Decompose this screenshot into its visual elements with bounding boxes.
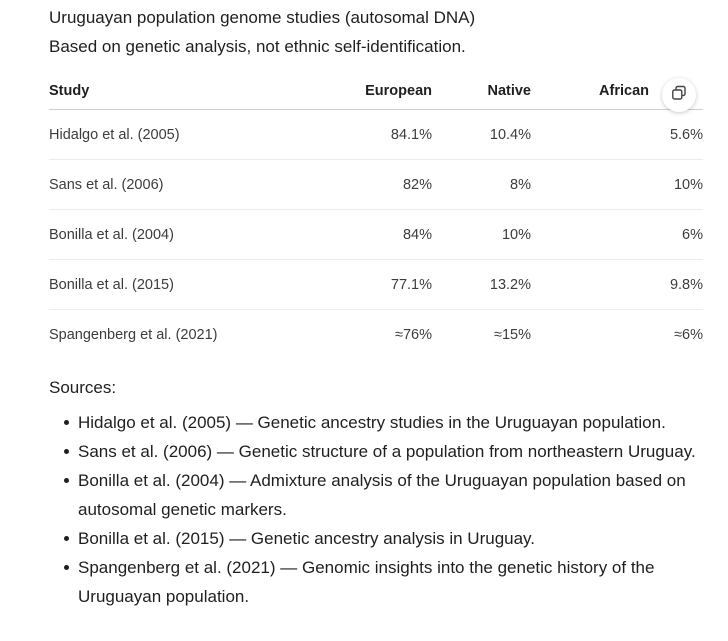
header-study: Study [49,72,304,110]
sources-list: Hidalgo et al. (2005) — Genetic ancestry… [49,408,728,611]
cell-african: 10% [531,159,703,210]
list-item: Bonilla et al. (2004) — Admixture analys… [64,466,728,524]
page-subtitle: Based on genetic analysis, not ethnic se… [49,37,466,56]
cell-native: 10.4% [432,109,531,160]
cell-european: 77.1% [304,259,432,310]
cell-study: Sans et al. (2006) [49,159,304,210]
header-european: European [304,72,432,110]
copy-table-button[interactable] [662,78,696,112]
copy-icon [671,85,687,106]
table-row: Sans et al. (2006) 82% 8% 10% [49,159,703,210]
cell-study: Bonilla et al. (2015) [49,259,304,310]
cell-study: Bonilla et al. (2004) [49,209,304,260]
cell-study: Hidalgo et al. (2005) [49,109,304,160]
cell-native: 13.2% [432,259,531,310]
list-item: Spangenberg et al. (2021) — Genomic insi… [64,553,728,611]
cell-european: ≈76% [395,326,432,343]
table-row: Bonilla et al. (2015) 77.1% 13.2% 9.8% [49,259,703,310]
list-item: Bonilla et al. (2015) — Genetic ancestry… [64,524,728,553]
cell-native: ≈15% [494,326,531,343]
cell-study: Spangenberg et al. (2021) [49,326,218,343]
table-row: Bonilla et al. (2004) 84% 10% 6% [49,209,703,260]
population-table: Study European Native African Hidalgo et… [49,72,703,359]
cell-african: ≈6% [674,326,703,343]
table-row: Hidalgo et al. (2005) 84.1% 10.4% 5.6% [49,109,703,160]
cell-african: 9.8% [531,259,703,310]
cell-european: 84% [304,209,432,260]
cell-european: 84.1% [304,109,432,160]
list-item: Sans et al. (2006) — Genetic structure o… [64,437,728,466]
header-native: Native [432,72,531,110]
data-table-container: Study European Native African Hidalgo et… [49,72,703,359]
page-title: Uruguayan population genome studies (aut… [49,8,476,27]
table-header-row: Study European Native African [49,72,703,110]
cell-european: 82% [304,159,432,210]
cell-native: 8% [432,159,531,210]
cell-native: 10% [432,209,531,260]
cell-african: 5.6% [531,109,703,160]
cell-african: 6% [531,209,703,260]
sources-heading: Sources: [49,378,117,397]
table-row: Spangenberg et al. (2021) ≈76% ≈15% ≈6% [49,310,703,360]
list-item: Hidalgo et al. (2005) — Genetic ancestry… [64,408,728,437]
